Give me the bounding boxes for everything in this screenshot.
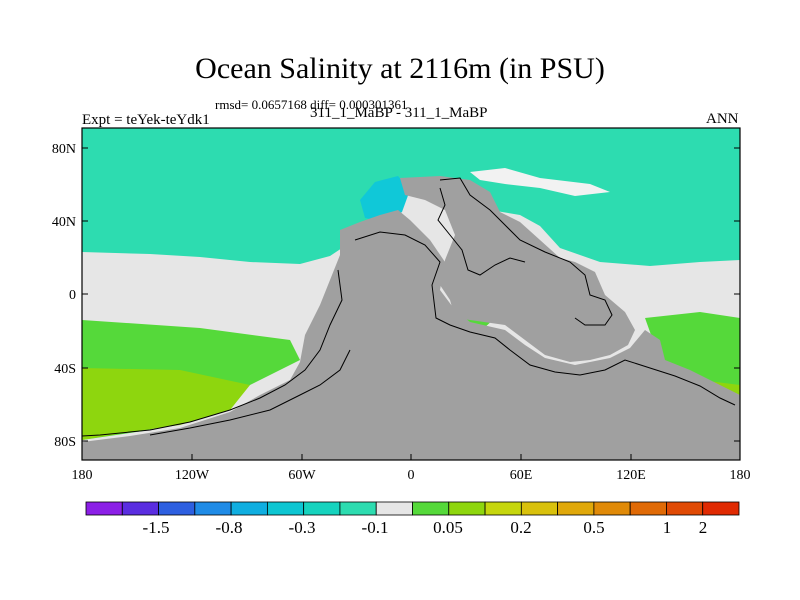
stats-label: rmsd= 0.0657168 diff= 0.000301361 bbox=[215, 97, 408, 112]
colorbar-label: 0.2 bbox=[510, 518, 531, 537]
colorbar-label: 0.05 bbox=[433, 518, 463, 537]
colorbar-label: 0.5 bbox=[583, 518, 604, 537]
x-tick-label: 0 bbox=[408, 468, 415, 483]
y-tick-label: 0 bbox=[69, 288, 76, 303]
coastline-5 bbox=[149, 349, 351, 436]
experiment-name: 311_1_MaBP - 311_1_MaBP bbox=[310, 105, 488, 121]
colorbar-labels: -1.5 -0.8 -0.3 -0.1 0.05 0.2 0.5 1 2 bbox=[143, 518, 708, 537]
colorbar-cell bbox=[266, 501, 305, 516]
y-tick-label: 80N bbox=[52, 142, 76, 157]
teal-salinity-region bbox=[82, 128, 740, 266]
coastline-1 bbox=[354, 231, 736, 406]
colorbar bbox=[85, 501, 740, 516]
map-panel bbox=[81, 127, 741, 461]
colorbar-cell bbox=[194, 501, 232, 516]
colorbar-cell bbox=[629, 501, 667, 516]
coastline-2 bbox=[81, 269, 343, 437]
x-tick-label: 60E bbox=[510, 468, 533, 483]
experiment-label: Expt = teYek-teYdk1 bbox=[82, 112, 210, 128]
y-tick-label: 80S bbox=[54, 435, 76, 450]
coastline-3 bbox=[439, 177, 613, 326]
colorbar-cell bbox=[557, 501, 595, 516]
colorbar-label: -0.1 bbox=[362, 518, 389, 537]
colorbar-label: -1.5 bbox=[143, 518, 170, 537]
colorbar-label: 2 bbox=[699, 518, 708, 537]
x-tick-label: 180 bbox=[730, 468, 751, 483]
x-tick-label: 180 bbox=[72, 468, 93, 483]
colorbar-cell bbox=[121, 501, 159, 516]
x-tick-label: 60W bbox=[288, 468, 316, 483]
colorbar-label: -0.3 bbox=[289, 518, 316, 537]
yellowgreen-salinity-region-west bbox=[82, 368, 250, 440]
colorbar-cell bbox=[375, 501, 413, 516]
y-axis: 80N 40N 0 40S 80S bbox=[52, 142, 740, 450]
x-axis: 180 120W 60W 0 60E 120E 180 bbox=[72, 454, 751, 483]
colorbar-cell bbox=[303, 501, 341, 516]
y-tick-label: 40S bbox=[54, 362, 76, 377]
colorbar-cell bbox=[158, 501, 196, 516]
green-salinity-region-east bbox=[645, 312, 740, 400]
colorbar-cell bbox=[484, 501, 522, 516]
land-mass-main bbox=[82, 210, 740, 460]
x-tick-label: 120W bbox=[175, 468, 210, 483]
arctic-light-strip bbox=[470, 168, 610, 196]
x-tick-label: 120E bbox=[616, 468, 646, 483]
colorbar-cell bbox=[702, 501, 740, 516]
colorbar-cell bbox=[85, 501, 123, 516]
coastline-4 bbox=[437, 187, 526, 276]
y-tick-label: 40N bbox=[52, 215, 76, 230]
season-label: ANN bbox=[706, 111, 739, 127]
colorbar-cell bbox=[412, 501, 450, 516]
colorbar-label: 1 bbox=[663, 518, 672, 537]
colorbar-cell bbox=[520, 501, 559, 516]
colorbar-cell bbox=[448, 501, 486, 516]
colorbar-cell bbox=[593, 501, 631, 516]
colorbar-cell bbox=[230, 501, 268, 516]
colorbar-cell bbox=[339, 501, 377, 516]
colorbar-label: -0.8 bbox=[216, 518, 243, 537]
colorbar-cell bbox=[666, 501, 704, 516]
page-title: Ocean Salinity at 2116m (in PSU) bbox=[195, 52, 605, 85]
